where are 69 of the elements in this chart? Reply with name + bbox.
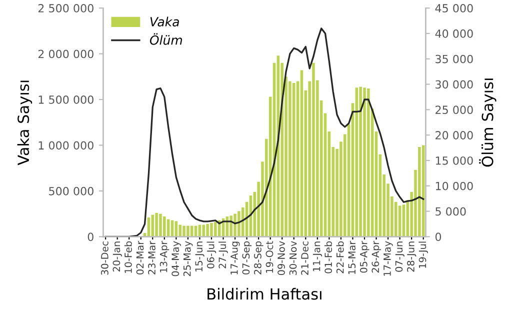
bar [363, 88, 366, 237]
y2-tick-label: 20 000 [436, 131, 473, 140]
x-tick-label: 27-Jul [218, 242, 228, 268]
y-tick-label: 500 000 [49, 186, 94, 196]
x-tick-label: 05-Apr [360, 240, 370, 273]
y2-tick-label: 5 000 [436, 207, 466, 216]
y-tick-label: 0 [88, 232, 94, 242]
y-axis-title: Vaka Sayısı [17, 80, 32, 166]
bar [367, 88, 370, 237]
y2-tick-label: 35 000 [436, 54, 473, 64]
bar [300, 70, 304, 237]
x-tick-label: 09-Nov [278, 241, 285, 276]
x-tick-label: 17-May [384, 241, 393, 276]
bar [359, 86, 362, 237]
x-tick-label: 30-Nov [289, 241, 297, 275]
x-tick-label: 15-Jun [195, 242, 204, 272]
y2-tick-label: 10 000 [436, 182, 473, 190]
y-tick-label: 1 500 000 [38, 95, 94, 104]
x-tick-label: 13-Apr [160, 240, 170, 272]
y2-tick-label: 30 000 [436, 80, 473, 89]
bar [312, 62, 315, 237]
y2-axis-title: Ölüm Sayısı [479, 78, 496, 167]
x-tick-label: 04-May [172, 241, 181, 276]
x-tick-label: 07-Sep [242, 241, 252, 274]
x-tick-label: 25-May [183, 241, 193, 276]
y2-tick-label: 25 000 [436, 106, 473, 114]
x-tick-label: 28-Sep [254, 241, 264, 274]
bar [159, 214, 162, 237]
x-tick-label: 07-Jun [395, 242, 404, 272]
bar [182, 226, 186, 237]
x-tick-label: 11-Jan [313, 242, 322, 272]
x-tick-label: 19-Jul [418, 242, 428, 268]
x-tick-label: 21-Dec [301, 241, 308, 275]
x-tick-label: 26-Apr [372, 240, 381, 273]
x-tick-label: 28-Jun [407, 242, 416, 272]
x-tick-label: 22-Feb [336, 241, 344, 274]
bar [186, 226, 190, 237]
bar [214, 222, 217, 237]
x-tick-label: 20-Jan [112, 242, 122, 272]
y2-tick-label: 45 000 [435, 4, 473, 12]
y2-tick-label: 0 [435, 232, 442, 242]
bar [163, 216, 166, 237]
bar [210, 222, 213, 237]
bar [178, 224, 182, 237]
x-tick-label: 02-Mar [136, 240, 144, 274]
x-tick-label: 01-Feb [324, 241, 332, 274]
x-tick-label: 15-Mar [348, 240, 356, 274]
y2-tick-label: 15 000 [436, 156, 473, 165]
x-tick-label: 06-Jul [206, 242, 216, 268]
y-tick-label: 2 500 000 [38, 4, 94, 12]
x-tick-label: 23-Mar [148, 240, 156, 274]
legend-label: Vaka [150, 16, 179, 26]
x-axis-title: Bildirim Haftası [208, 288, 322, 300]
bar [418, 147, 421, 237]
y-tick-label: 1 000 000 [38, 141, 94, 150]
bar [355, 88, 358, 237]
y-tick-label: 2 000 000 [38, 50, 94, 58]
x-tick-label: 17-Aug [230, 242, 240, 274]
bar [238, 211, 240, 237]
x-tick-label: 10-Feb [124, 241, 132, 273]
bar [155, 212, 158, 237]
bar [206, 224, 209, 237]
x-tick-label: 30-Dec [101, 241, 108, 275]
legend-label: Ölüm [150, 33, 182, 45]
x-tick-label: 19-Oct [266, 241, 274, 273]
bar [234, 214, 236, 237]
bar [292, 83, 296, 237]
y2-tick-label: 40 000 [435, 29, 473, 38]
bar [230, 216, 232, 237]
